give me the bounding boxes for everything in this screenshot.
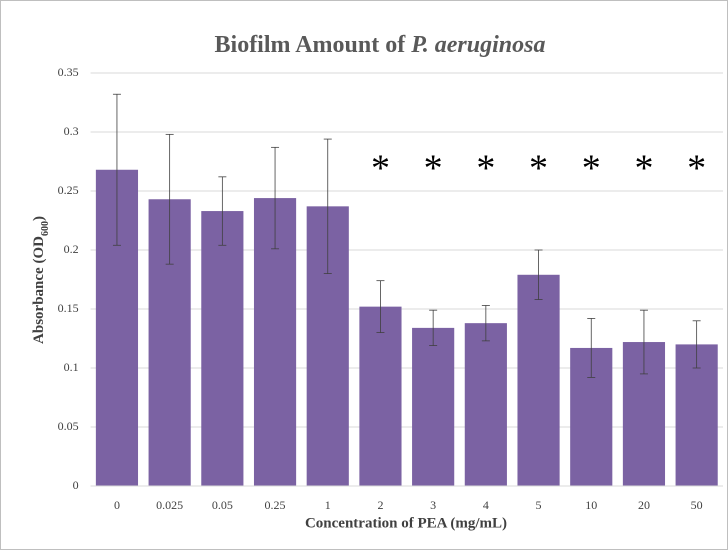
bar: [201, 211, 244, 486]
y-label-sub: 600: [40, 221, 51, 236]
y-tick-label: 0.15: [58, 301, 79, 315]
chart-title: Biofilm Amount of P. aeruginosa: [215, 32, 546, 58]
bar: [517, 274, 560, 486]
y-tick-label: 0.2: [64, 242, 79, 256]
x-tick-label: 4: [483, 498, 489, 512]
bar: [359, 306, 402, 486]
y-axis-label: Absorbance (OD600): [31, 216, 50, 344]
x-tick-label: 0.05: [212, 498, 233, 512]
x-tick-label: 50: [691, 498, 703, 512]
x-tick-label: 0.025: [156, 498, 183, 512]
title-text: Biofilm Amount of: [215, 32, 407, 58]
significance-label: *: [371, 148, 390, 190]
title-italic: P. aeruginosa: [410, 32, 545, 58]
x-tick-label: 10: [585, 498, 597, 512]
x-tick-label: 0: [114, 498, 120, 512]
significance-label: *: [687, 148, 706, 190]
x-tick-label: 0.25: [265, 498, 286, 512]
y-label-text: ): [31, 216, 47, 221]
y-tick-label: 0.35: [58, 65, 79, 79]
x-axis-label: Concentration of PEA (mg/mL): [305, 515, 507, 531]
y-tick-label: 0.3: [64, 124, 79, 138]
y-tick-label: 0.1: [64, 360, 79, 374]
significance-label: *: [424, 148, 443, 190]
significance-label: *: [529, 148, 548, 190]
y-label-text: Absorbance (OD: [31, 236, 47, 344]
significance-label: *: [634, 148, 653, 190]
x-tick-label: 2: [377, 498, 383, 512]
y-tick-label: 0.05: [58, 419, 79, 433]
y-tick-label: 0: [73, 478, 79, 492]
x-tick-label: 1: [325, 498, 331, 512]
x-tick-label: 3: [430, 498, 436, 512]
x-tick-label: 20: [638, 498, 650, 512]
y-tick-label: 0.25: [58, 183, 79, 197]
significance-label: *: [476, 148, 495, 190]
significance-label: *: [582, 148, 601, 190]
bar: [412, 327, 455, 486]
x-tick-label: 5: [536, 498, 542, 512]
bar: [464, 323, 507, 486]
